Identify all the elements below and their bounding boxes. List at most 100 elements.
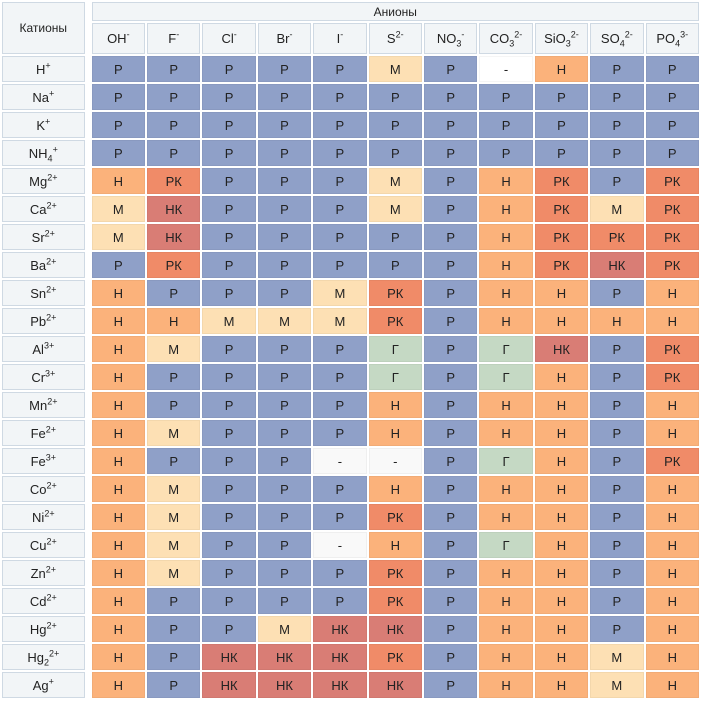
solubility-cell: Н: [479, 224, 533, 250]
cation-header: Cd2+: [2, 588, 85, 614]
row-gap: [87, 252, 90, 278]
solubility-cell: Р: [313, 420, 367, 446]
solubility-cell: Р: [423, 476, 478, 502]
solubility-cell: Р: [313, 336, 367, 362]
corner-label: Катионы: [19, 21, 68, 35]
solubility-cell: Н: [91, 448, 146, 474]
solubility-cell: Г: [479, 336, 533, 362]
anion-group-header: Анионы: [91, 2, 699, 21]
anion-header-row: OH- F- Cl- Br- I- S2- NO3- CO32- SiO32- SO42- PO43…: [2, 23, 699, 54]
table-row: Mg2+ Н РК Р Р Р М Р Н РК Р РК: [2, 168, 699, 194]
anion-title: Анионы: [373, 4, 417, 19]
solubility-cell: РК: [368, 504, 422, 530]
solubility-cell: Р: [147, 392, 201, 418]
solubility-cell: Р: [423, 336, 478, 362]
solubility-cell: РК: [368, 560, 422, 586]
solubility-cell: Г: [479, 532, 533, 558]
solubility-cell: Н: [534, 504, 589, 530]
rows.5.cation-symbol: Ca: [29, 201, 47, 217]
solubility-cell: РК: [368, 644, 422, 670]
anions.0-charge: -: [126, 29, 130, 40]
solubility-cell: Р: [257, 392, 312, 418]
solubility-cell: Р: [423, 392, 478, 418]
solubility-cell: Р: [423, 308, 478, 334]
solubility-cell: Р: [423, 280, 478, 306]
rows.7.cation-symbol: Ba: [30, 257, 47, 273]
solubility-cell: РК: [368, 588, 422, 614]
table-row: Pb2+ Н Н М М М РК Р Н Н Н Н: [2, 308, 699, 334]
solubility-cell: Р: [147, 364, 201, 390]
table-row: Sn2+ Н Р Р Р М РК Р Н Н Р Н: [2, 280, 699, 306]
solubility-cell: Р: [313, 224, 367, 250]
rows.20.cation-charge: 2+: [46, 620, 57, 631]
cation-header: Fe2+: [2, 420, 85, 446]
solubility-cell: Н: [368, 420, 422, 446]
solubility-cell: М: [257, 616, 312, 642]
rows.1.cation-charge: +: [48, 88, 55, 99]
anions.8-symbol: SiO: [544, 31, 566, 46]
rows.7.cation-charge: 2+: [46, 256, 57, 267]
rows.9.cation-symbol: Pb: [30, 313, 47, 329]
rows.11.cation-charge: 3+: [45, 368, 56, 379]
table-row: Cd2+ Н Р Р Р Р РК Р Н Н Р Н: [2, 588, 699, 614]
solubility-cell: НК: [202, 644, 256, 670]
solubility-cell: Н: [91, 168, 146, 194]
solubility-cell: НК: [590, 252, 644, 278]
anions.7-subscript: 3: [509, 38, 515, 49]
anions.10-subscript: 4: [675, 38, 681, 49]
solubility-cell: Р: [257, 588, 312, 614]
solubility-cell: Р: [257, 280, 312, 306]
solubility-cell: Р: [147, 672, 201, 698]
cation-header: Na+: [2, 84, 85, 110]
rows.14.cation-charge: 3+: [45, 452, 57, 463]
solubility-cell: Н: [645, 392, 699, 418]
solubility-cell: Р: [423, 616, 478, 642]
solubility-cell: Р: [423, 140, 478, 166]
rows.10.cation-symbol: Al: [32, 341, 44, 357]
solubility-cell: НК: [534, 336, 589, 362]
row-gap: [87, 532, 90, 558]
solubility-cell: РК: [645, 196, 699, 222]
solubility-cell: Р: [313, 140, 367, 166]
solubility-cell: Н: [479, 560, 533, 586]
solubility-cell: Н: [590, 308, 644, 334]
anion-header: PO43-: [645, 23, 699, 54]
solubility-cell: Н: [91, 504, 146, 530]
rows.9.cation-charge: 2+: [46, 312, 57, 323]
table-row: Ca2+ М НК Р Р Р М Р Н РК М РК: [2, 196, 699, 222]
solubility-cell: Р: [147, 140, 201, 166]
row-gap: [87, 448, 90, 474]
solubility-cell: Р: [423, 532, 478, 558]
solubility-cell: Р: [147, 84, 201, 110]
row-gap: [87, 308, 90, 334]
anion-header: OH-: [91, 23, 146, 54]
anion-header: Br-: [257, 23, 312, 54]
row-gap: [87, 280, 90, 306]
solubility-cell: Р: [423, 112, 478, 138]
anions.0-symbol: OH: [107, 31, 127, 46]
solubility-cell: Р: [423, 168, 478, 194]
solubility-cell: Н: [534, 308, 589, 334]
solubility-cell: Р: [257, 504, 312, 530]
solubility-cell: Р: [147, 616, 201, 642]
rows.22.cation-charge: +: [48, 676, 54, 687]
solubility-cell: М: [147, 560, 201, 586]
anions.2-charge: -: [233, 29, 237, 40]
rows.17.cation-symbol: Cu: [29, 537, 47, 553]
rows.3.cation-charge: +: [52, 144, 58, 155]
solubility-cell: Р: [257, 336, 312, 362]
row-gap: [87, 84, 90, 110]
solubility-cell: Р: [202, 532, 256, 558]
solubility-cell: Н: [91, 420, 146, 446]
solubility-cell: Р: [423, 560, 478, 586]
solubility-cell: Н: [91, 672, 146, 698]
cation-header: Co2+: [2, 476, 85, 502]
solubility-cell: Р: [91, 112, 146, 138]
cation-header: Al3+: [2, 336, 85, 362]
solubility-cell: НК: [313, 644, 367, 670]
solubility-cell: Н: [91, 560, 146, 586]
anion-header: NO3-: [423, 23, 478, 54]
solubility-cell: Р: [479, 112, 533, 138]
solubility-cell: Н: [479, 308, 533, 334]
